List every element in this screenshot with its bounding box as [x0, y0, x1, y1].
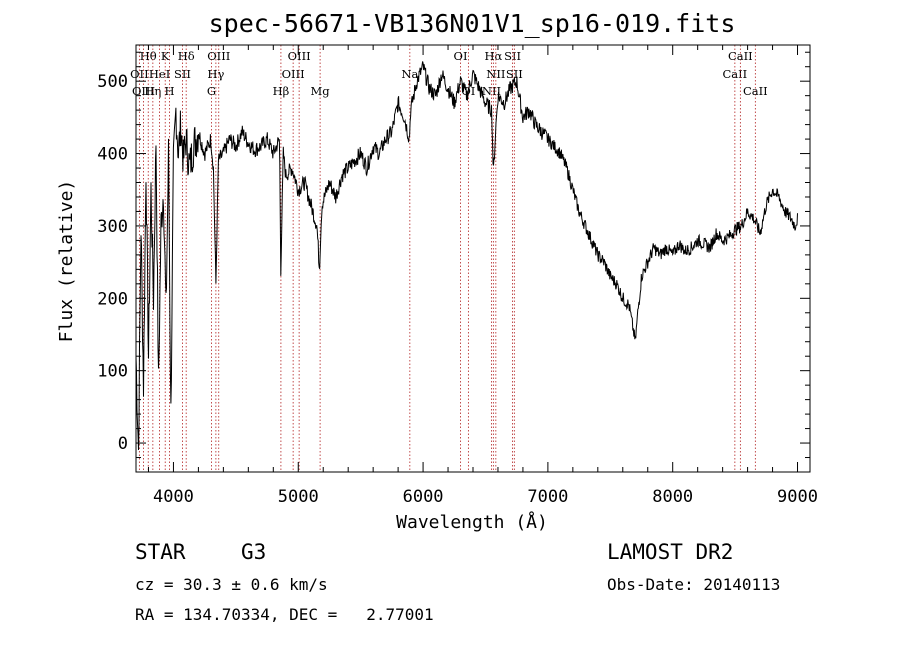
chart-title: spec-56671-VB136N01V1_sp16-019.fits [209, 9, 736, 38]
line-label-16: Na [401, 67, 418, 81]
line-label-10: Hγ [207, 67, 224, 81]
line-label-12: Hβ [273, 84, 290, 98]
line-label-17: OI [454, 49, 468, 63]
plot-frame [135, 44, 811, 473]
spectrum-series [135, 61, 798, 451]
spectral-line-markers: HθOIIOIIIHηHeIKHSIIHδGHγOIIIHβOIIIOIIIMg… [130, 45, 768, 472]
x-tick-label-3: 7000 [527, 487, 568, 507]
line-label-7: SII [174, 67, 191, 81]
y-tick-label-3: 300 [97, 217, 128, 237]
coordinates-readout: RA = 134.70334, DEC = 2.77001 [135, 605, 434, 624]
x-tick-label-5: 9000 [777, 487, 818, 507]
line-label-5: K [161, 49, 170, 63]
axis-ticks: 4000 5000 6000 7000 8000 9000 0 100 200 300 400 500 [97, 45, 818, 507]
y-tick-label-2: 200 [97, 289, 128, 309]
line-label-4: HeI [149, 67, 170, 81]
line-label-6: H [165, 84, 175, 98]
line-label-3: Hη [144, 84, 161, 98]
x-tick-label-4: 8000 [652, 487, 693, 507]
x-tick-label-1: 5000 [278, 487, 319, 507]
x-axis-label: Wavelength (Å) [396, 511, 548, 533]
x-tick-label-0: 4000 [153, 487, 194, 507]
observation-date: Obs-Date: 20140113 [607, 575, 781, 594]
line-label-1: OII [130, 67, 149, 81]
y-tick-label-0: 0 [118, 434, 128, 454]
line-label-15: Mg [311, 84, 331, 98]
line-label-11: OIII [207, 49, 230, 63]
line-label-22: SII [504, 49, 521, 63]
y-axis-label: Flux (relative) [56, 180, 77, 343]
line-label-9: G [207, 84, 216, 98]
y-tick-label-1: 100 [97, 362, 128, 382]
object-class: STAR [135, 540, 186, 564]
y-tick-label-4: 400 [97, 145, 128, 165]
line-label-14: OIII [288, 49, 311, 63]
line-label-8: Hδ [178, 49, 195, 63]
line-label-24: CaII [722, 67, 747, 81]
line-label-20: Hα [484, 49, 502, 63]
y-tick-label-5: 500 [97, 72, 128, 92]
x-tick-label-2: 6000 [403, 487, 444, 507]
line-label-26: CaII [743, 84, 768, 98]
line-label-2: OIII [132, 84, 155, 98]
line-label-0: Hθ [140, 49, 157, 63]
line-label-25: CaII [728, 49, 753, 63]
line-label-19: NII [482, 84, 501, 98]
object-subclass: G3 [241, 540, 267, 564]
line-label-21: NII [486, 67, 505, 81]
survey-name: LAMOST DR2 [607, 540, 734, 564]
line-label-13: OIII [282, 67, 305, 81]
redshift-readout: cz = 30.3 ± 0.6 km/s [135, 575, 328, 594]
line-label-23: SII [506, 67, 523, 81]
